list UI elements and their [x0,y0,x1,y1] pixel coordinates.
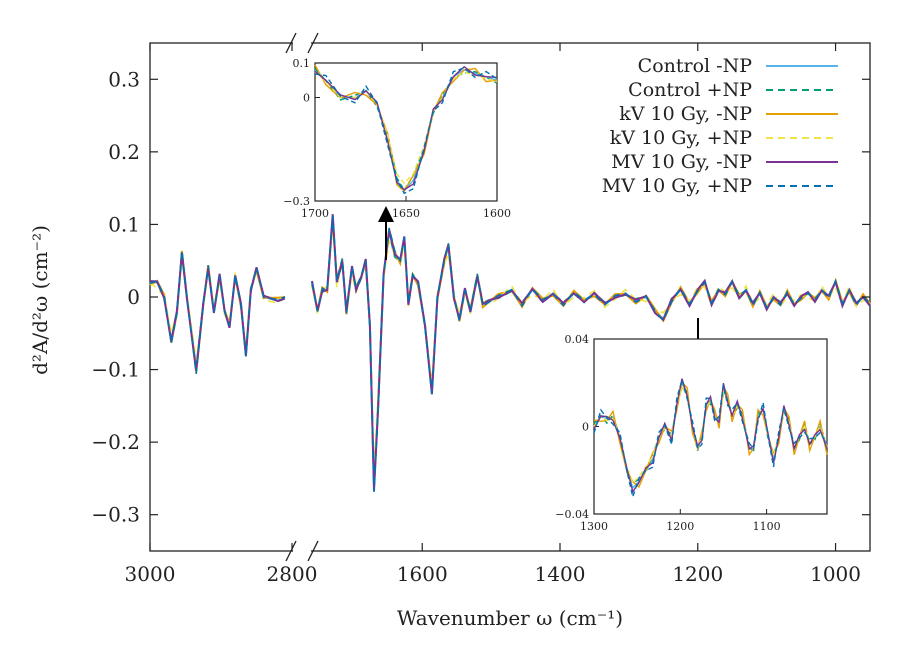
y-tick-label: 0 [127,285,140,309]
inset-x-tick-label: 1700 [301,207,329,220]
series-line [150,253,286,370]
axis-break-top-gap [293,39,311,47]
legend-label: Control -NP [638,55,753,77]
inset-series-line [314,67,498,195]
x-tick-label: 1200 [672,562,723,586]
inset-y-tick-label: 0 [303,92,310,105]
axis-break-mark [307,540,319,562]
series-line [149,254,286,367]
x-tick-label: 2800 [267,562,318,586]
axes-layer: 0.3 0.2 0.1 0 −0.1 −0.2 −0.3 3000 2800 1600 1400 12… [91,43,870,586]
inset-series-line [593,377,828,500]
axis-break-mark [285,32,297,54]
series-line [149,250,285,373]
inset-amide-i: 1700 1650 1600 0.1 0 −0.3 [283,57,511,220]
legend-label: MV 10 Gy, +NP [602,175,752,197]
series-line [149,250,286,374]
inset-x-tick-label: 1100 [753,520,781,533]
y-tick-label: −0.3 [91,503,140,527]
x-tick-label: 1000 [810,562,861,586]
inset-x-tick-label: 1600 [483,207,511,220]
x-axis-label: Wavenumber ω (cm⁻¹) [397,606,623,630]
series-layer [149,214,871,492]
inset-x-tick-label: 1200 [666,520,694,533]
inset-series-line [314,65,498,191]
axis-break-mark [285,540,297,562]
inset-y-tick-label: 0.04 [565,333,590,346]
inset-series-line [593,378,828,494]
inset-y-tick-label: 0 [582,421,589,434]
y-tick-label: 0.1 [108,212,140,236]
inset-x-tick-label: 1300 [580,520,608,533]
inset-y-tick-label: 0.1 [293,57,311,70]
axis-break-bottom-gap [293,547,311,555]
axis-break-mark [307,32,319,54]
legend-label: kV 10 Gy, -NP [619,103,752,125]
inset-fingerprint: 1300 1200 1100 0.04 0 −0.04 [555,333,828,533]
series-line [149,260,286,361]
x-tick-label: 1600 [397,562,448,586]
y-axis-label: d²A/d²ω (cm⁻²) [28,225,52,375]
y-tick-label: 0.3 [108,67,140,91]
series-line [311,214,871,492]
inset-y-tick-label: −0.04 [555,508,589,521]
legend-label: MV 10 Gy, -NP [611,151,752,173]
legend-label: Control +NP [628,79,752,101]
inset-x-tick-label: 1650 [392,207,420,220]
inset-y-tick-label: −0.3 [283,195,310,208]
inset-border [314,62,498,202]
inset-border [593,338,828,515]
x-tick-label: 3000 [125,562,176,586]
legend-label: kV 10 Gy, +NP [610,127,753,149]
y-tick-label: −0.2 [91,430,140,454]
y-tick-label: 0.2 [108,140,140,164]
x-tick-label: 1400 [535,562,586,586]
y-tick-label: −0.1 [91,358,140,382]
inset-series-line [314,71,498,185]
pointer-arrow-head [378,206,394,222]
series-line [149,252,286,371]
